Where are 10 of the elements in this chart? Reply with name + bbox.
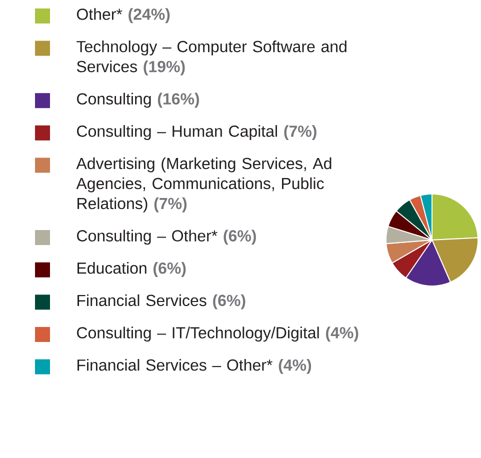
legend-label: Technology – Computer Software and Services (19%) bbox=[76, 40, 346, 76]
legend-label: Other* (24%) bbox=[76, 8, 170, 24]
legend-label: Financial Services (6%) bbox=[78, 294, 246, 310]
legend-label: Education (6%) bbox=[78, 262, 186, 277]
legend-label: Consulting – Other* (6%) bbox=[77, 230, 256, 245]
legend-label: Advertising (Marketing Services, Ad Agencies, Communications, Public Relations) (7%) bbox=[76, 157, 332, 212]
legend-label: Consulting (16%) bbox=[77, 92, 200, 108]
legend-label: Consulting – IT/Technology/Digital (4%) bbox=[77, 326, 358, 342]
legend-label: Financial Services – Other* (4%) bbox=[78, 358, 312, 374]
legend-label: Consulting – Human Capital (7%) bbox=[77, 125, 316, 140]
